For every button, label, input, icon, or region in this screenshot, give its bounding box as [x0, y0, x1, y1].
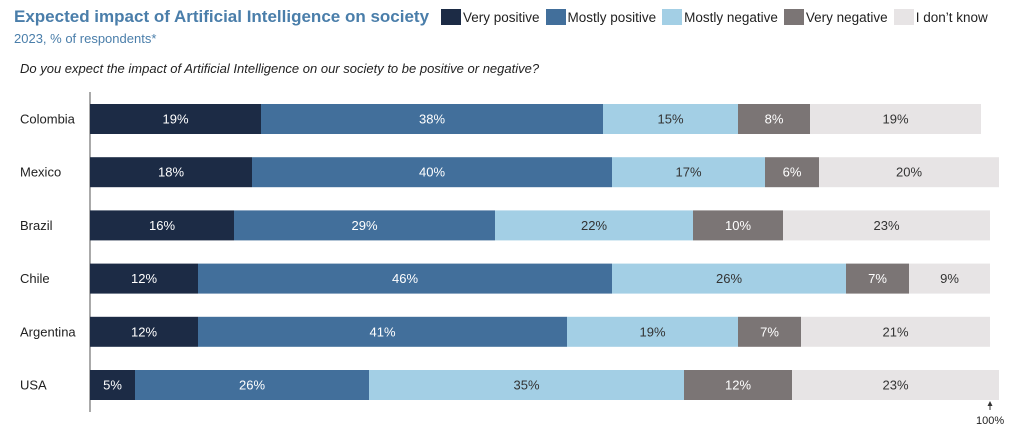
bar-value-label: 29% — [351, 218, 377, 233]
bar-value-label: 20% — [896, 165, 922, 180]
bar-value-label: 12% — [131, 324, 157, 339]
bar-segment-mostly-positive — [252, 157, 612, 188]
legend-label: Very negative — [805, 9, 888, 25]
end-arrow-icon — [987, 401, 993, 406]
legend-item-mostly-positive: Mostly positive — [545, 9, 657, 25]
bar-segment-i-don-t-know — [792, 370, 999, 400]
bar-segment-very-positive — [90, 370, 135, 400]
bar-segment-mostly-negative — [612, 157, 765, 188]
bar-segment-i-don-t-know — [801, 316, 990, 347]
category-label: Mexico — [20, 165, 61, 180]
bar-value-label: 23% — [873, 218, 899, 233]
bar-segment-i-don-t-know — [819, 157, 999, 188]
bar-value-label: 7% — [868, 271, 887, 286]
bar-segment-very-negative — [684, 370, 792, 400]
bar-value-label: 23% — [882, 378, 908, 393]
bar-value-label: 26% — [716, 271, 742, 286]
bar-value-label: 18% — [158, 165, 184, 180]
bar-segment-mostly-negative — [495, 210, 693, 241]
bar-segment-mostly-positive — [198, 316, 567, 347]
bar-value-label: 40% — [419, 165, 445, 180]
bar-row-brazil: Brazil 16% 29% 22% 10% 23% — [20, 210, 990, 241]
bar-value-label: 15% — [657, 112, 683, 127]
bar-value-label: 19% — [162, 112, 188, 127]
bar-value-label: 41% — [369, 324, 395, 339]
bar-row-chile: Chile 12% 46% 26% 7% 9% — [20, 263, 990, 294]
axis-end-label: 100% — [976, 415, 1004, 427]
legend-item-dont-know: I don’t know — [893, 9, 988, 25]
bar-value-label: 7% — [760, 324, 779, 339]
bar-value-label: 12% — [131, 271, 157, 286]
legend-item-very-negative: Very negative — [783, 9, 888, 25]
bar-segment-i-don-t-know — [783, 210, 990, 241]
bar-segment-i-don-t-know — [810, 104, 981, 134]
bar-segment-mostly-positive — [135, 370, 369, 400]
bar-segment-mostly-negative — [369, 370, 684, 400]
bar-segment-very-positive — [90, 104, 261, 134]
bar-value-label: 9% — [940, 271, 959, 286]
category-label: Argentina — [20, 324, 76, 339]
bar-value-label: 19% — [882, 112, 908, 127]
bar-segment-mostly-positive — [261, 104, 603, 134]
bar-value-label: 19% — [639, 324, 665, 339]
bar-segment-very-positive — [90, 316, 198, 347]
chart-title: Expected impact of Artificial Intelligen… — [14, 7, 430, 26]
bar-value-label: 12% — [725, 378, 751, 393]
bar-row-colombia: Colombia 19% 38% 15% 8% 19% — [20, 104, 981, 134]
bar-segment-mostly-positive — [234, 210, 495, 241]
bar-value-label: 17% — [675, 165, 701, 180]
survey-question: Do you expect the impact of Artificial I… — [20, 61, 540, 76]
legend-swatch — [545, 9, 566, 25]
legend-swatch — [441, 9, 461, 25]
category-label: USA — [20, 378, 47, 393]
bar-value-label: 16% — [149, 218, 175, 233]
bar-segment-mostly-negative — [603, 104, 738, 134]
legend-label: I don’t know — [915, 9, 988, 25]
legend-swatch — [783, 9, 804, 25]
bar-value-label: 6% — [783, 165, 802, 180]
chart-subtitle: 2023, % of respondents* — [14, 31, 157, 46]
legend-swatch — [662, 9, 683, 25]
legend-swatch — [893, 9, 914, 25]
category-label: Brazil — [20, 218, 53, 233]
bar-segment-very-negative — [846, 263, 909, 294]
bar-value-label: 46% — [392, 271, 418, 286]
bar-value-label: 38% — [419, 112, 445, 127]
bar-segment-i-don-t-know — [909, 263, 990, 294]
bar-value-label: 8% — [765, 112, 784, 127]
bar-value-label: 26% — [239, 378, 265, 393]
bar-value-label: 22% — [581, 218, 607, 233]
legend-item-very-positive: Very positive — [441, 9, 540, 25]
category-label: Chile — [20, 271, 50, 286]
bar-segment-very-positive — [90, 210, 234, 241]
category-label: Colombia — [20, 112, 76, 127]
bar-segment-very-positive — [90, 263, 198, 294]
bar-segment-mostly-negative — [567, 316, 738, 347]
bar-segment-very-negative — [693, 210, 783, 241]
bar-segment-very-negative — [765, 157, 819, 188]
bar-row-usa: USA 5% 26% 35% 12% 23% — [20, 370, 999, 400]
legend-label: Mostly positive — [567, 9, 657, 25]
bar-row-argentina: Argentina 12% 41% 19% 7% 21% — [20, 316, 990, 347]
bar-value-label: 21% — [882, 324, 908, 339]
bar-segment-very-negative — [738, 316, 801, 347]
bar-segment-mostly-negative — [612, 263, 846, 294]
legend-label: Mostly negative — [684, 9, 778, 25]
bar-segment-very-positive — [90, 157, 252, 188]
bar-segment-very-negative — [738, 104, 810, 134]
legend-label: Very positive — [463, 9, 540, 25]
legend-item-mostly-negative: Mostly negative — [662, 9, 778, 25]
bar-value-label: 35% — [513, 378, 539, 393]
bar-row-mexico: Mexico 18% 40% 17% 6% 20% — [20, 157, 999, 188]
bar-segment-mostly-positive — [198, 263, 612, 294]
bar-value-label: 5% — [103, 378, 122, 393]
bar-value-label: 10% — [725, 218, 751, 233]
legend: Very positive Mostly positive Mostly neg… — [441, 9, 994, 25]
